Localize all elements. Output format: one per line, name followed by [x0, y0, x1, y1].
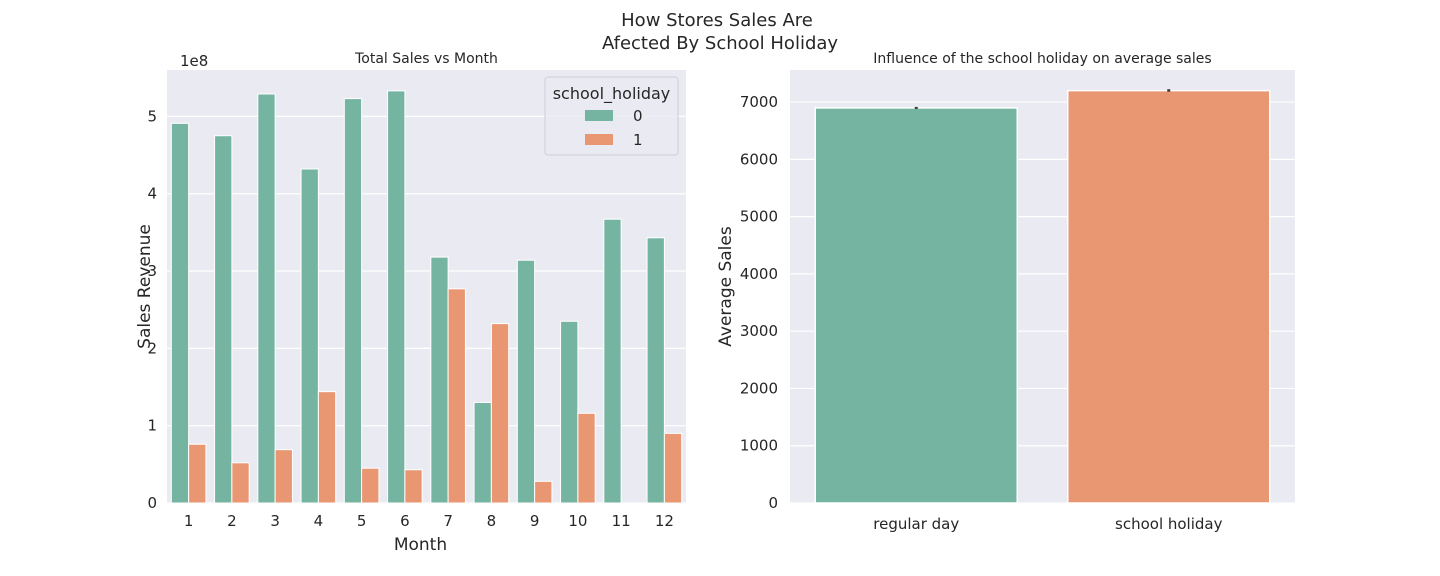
y-tick-label: 1000: [740, 437, 778, 455]
y-tick-label: 7000: [740, 93, 778, 111]
bar: [274, 449, 293, 504]
bar: [663, 432, 683, 504]
bar: [430, 256, 449, 504]
x-tick-label: 5: [357, 512, 367, 530]
bar: [300, 168, 319, 504]
x-tick-label: 3: [270, 512, 280, 530]
x-tick-label: 4: [314, 512, 324, 530]
y-tick-label: 2000: [740, 379, 778, 397]
figure-title-line1: How Stores Sales Are: [621, 10, 813, 31]
x-tick-label: 8: [487, 512, 497, 530]
y-tick-label: 0: [147, 494, 157, 512]
bar: [257, 93, 276, 504]
y-tick-label: 2: [147, 339, 157, 357]
y-axis-label: Sales Revenue: [135, 224, 155, 349]
bar: [404, 469, 423, 504]
bar: [814, 107, 1018, 504]
bar: [447, 288, 466, 504]
y-tick-label: 3: [147, 262, 157, 280]
y-tick-label: 5: [147, 107, 157, 125]
bar: [516, 259, 536, 504]
y-offset-label: 1e8: [180, 52, 208, 70]
bar: [317, 391, 337, 504]
y-tick-label: 0: [768, 494, 778, 512]
x-tick-label: 6: [400, 512, 410, 530]
bar: [170, 122, 190, 504]
y-tick-label: 4000: [740, 265, 778, 283]
y-tick-label: 4: [147, 185, 157, 203]
x-tick-label: regular day: [873, 515, 959, 533]
legend-swatch: [585, 110, 613, 121]
y-axis-label: Average Sales: [716, 226, 736, 347]
chart-title: Total Sales vs Month: [354, 51, 498, 67]
bar: [603, 218, 622, 504]
y-tick-label: 5000: [740, 208, 778, 226]
x-tick-label: 2: [227, 512, 237, 530]
x-tick-label: 1: [184, 512, 194, 530]
x-tick-label: school holiday: [1115, 515, 1223, 533]
legend-entry: 0: [633, 107, 643, 125]
chart-title: Influence of the school holiday on avera…: [873, 51, 1211, 67]
bar: [490, 323, 510, 504]
bar: [214, 135, 233, 504]
legend-title: school_holiday: [553, 84, 671, 104]
legend-swatch: [585, 134, 613, 145]
x-tick-label: 10: [568, 512, 587, 530]
x-tick-label: 7: [443, 512, 453, 530]
y-tick-label: 6000: [740, 150, 778, 168]
x-tick-label: 12: [655, 512, 674, 530]
x-tick-label: 9: [530, 512, 540, 530]
bar: [577, 412, 596, 504]
bar: [534, 480, 553, 504]
bar: [646, 237, 665, 504]
bar: [361, 467, 380, 504]
x-tick-label: 11: [612, 512, 631, 530]
bar: [188, 443, 207, 504]
average-sales-chart: 0 1000 2000 3000 4000 5000 6000 7000 regular day…: [716, 51, 1295, 533]
bar: [473, 401, 492, 504]
legend-entry: 1: [633, 131, 643, 149]
bar: [1067, 89, 1271, 504]
bar: [387, 90, 406, 504]
bar: [560, 320, 579, 504]
y-tick-label: 1: [147, 417, 157, 435]
x-axis-label: Month: [394, 535, 447, 555]
bar: [231, 462, 250, 504]
figure-title-line2: Afected By School Holiday: [602, 33, 838, 54]
y-tick-label: 3000: [740, 322, 778, 340]
legend: school_holiday 0 1: [544, 76, 679, 156]
bar: [343, 98, 363, 504]
